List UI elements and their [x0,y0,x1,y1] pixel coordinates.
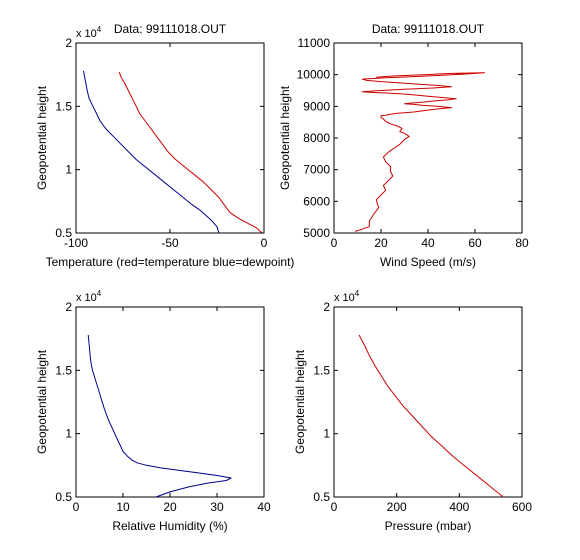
temp-x-tick-label: -100 [64,236,88,250]
pressure-tick-layer: 0 200 400 600 0.5 1 1.5 2 [313,300,532,514]
temp-x-tick-label: 0 [261,236,268,250]
temp-ylabel: Geopotential height [35,85,49,190]
temp-series-layer [83,70,263,234]
wind-y-tick-label: 7000 [303,163,330,177]
rh-x-tick-label: 30 [210,500,224,514]
wind-x-tick-label: 20 [374,236,388,250]
rh-xlabel: Relative Humidity (%) [112,519,227,533]
wind-tick-layer: 0 20 40 60 80 5000 6000 7000 8000 9000 10000 11000 [297,36,529,250]
wind-series-layer [354,72,485,232]
wind-series-red-line [354,72,485,232]
pressure-y-multiplier: x 104 [334,289,360,304]
wind-x-tick-label: 0 [331,236,338,250]
pressure-y-tick-label: 1.5 [313,363,330,377]
temp-y-multiplier: x 104 [76,25,102,40]
pressure-plot-frame [333,306,523,498]
temp-y-tick-label: 2 [65,36,72,50]
wind-y-tick-label: 8000 [303,131,330,145]
temp-y-multiplier-base: x 10 [76,28,97,40]
temp-y-tick-label: 1.5 [55,99,72,113]
temp-title: Data: 99111018.OUT [114,22,227,36]
wind-y-tick-label: 6000 [303,194,330,208]
rh-tick-layer: 0 10 20 30 40 0.5 1 1.5 2 [55,300,271,514]
wind-x-tick-label: 80 [515,236,529,250]
wind-y-tick-label: 11000 [298,36,331,50]
rh-y-multiplier-exp: 4 [97,289,102,298]
panel-relative-humidity: 0 10 20 30 400.511.52 Relative Humidity (%) … [35,289,271,533]
pressure-y-multiplier-exp: 4 [355,289,360,298]
rh-x-tick-label: 20 [163,500,177,514]
rh-x-tick-label: 0 [73,500,80,514]
pressure-ylabel: Geopotential height [293,349,307,454]
wind-xlabel: Wind Speed (m/s) [380,255,476,269]
panel-temperature: -100 -50 0 0.5 1 1.5 2 Data: 99111018.OUT Temp… [35,22,294,269]
rh-y-tick-label: 0.5 [55,490,72,504]
wind-ylabel: Geopotential height [278,85,292,190]
temp-series-red-line [118,71,263,234]
rh-y-tick-label: 1 [65,427,72,441]
rh-series-blue-line [87,334,232,498]
temp-series-blue-line [83,70,220,234]
pressure-y-tick-label: 1 [323,427,330,441]
temp-tick-layer: -100 -50 0 0.5 1 1.5 2 [55,36,267,250]
temp-xlabel: Temperature (red=temperature blue=dewpoi… [46,255,295,269]
temp-y-tick-label: 0.5 [55,226,72,240]
pressure-y-tick-label: 0.5 [313,490,330,504]
pressure-series-layer [358,334,504,498]
wind-x-tick-label: 60 [468,236,482,250]
panel-pressure: 0 200 400 600 0.5 1 1.5 2 Pressure (mbar) Geopo… [293,289,532,533]
wind-y-tick-label: 10000 [297,68,331,82]
pressure-x-tick-label: 600 [512,500,532,514]
temp-y-multiplier-exp: 4 [97,25,102,34]
wind-y-tick-label: 5000 [303,226,330,240]
panel-wind-speed: 0 20 40 60 80500060007000800090001000011000 … [278,22,529,269]
rh-x-tick-label: 10 [116,500,130,514]
temp-y-tick-label: 1 [65,163,72,177]
rh-x-tick-label: 40 [257,500,271,514]
rh-ylabel: Geopotential height [35,349,49,454]
rh-y-multiplier: x 104 [76,289,102,304]
pressure-series-red-line [358,334,504,498]
pressure-xlabel: Pressure (mbar) [385,519,472,533]
wind-title: Data: 99111018.OUT [372,22,485,36]
rh-y-multiplier-base: x 10 [76,292,97,304]
pressure-y-multiplier-base: x 10 [334,292,355,304]
pressure-x-tick-label: 200 [387,500,407,514]
rh-y-tick-label: 2 [65,300,72,314]
pressure-y-tick-label: 2 [323,300,330,314]
wind-x-tick-label: 40 [421,236,435,250]
rh-y-tick-label: 1.5 [55,363,72,377]
rh-series-layer [87,334,232,498]
pressure-x-tick-label: 0 [331,500,338,514]
temp-x-tick-label: -50 [161,236,179,250]
pressure-x-tick-label: 400 [449,500,469,514]
wind-y-tick-label: 9000 [303,99,330,113]
